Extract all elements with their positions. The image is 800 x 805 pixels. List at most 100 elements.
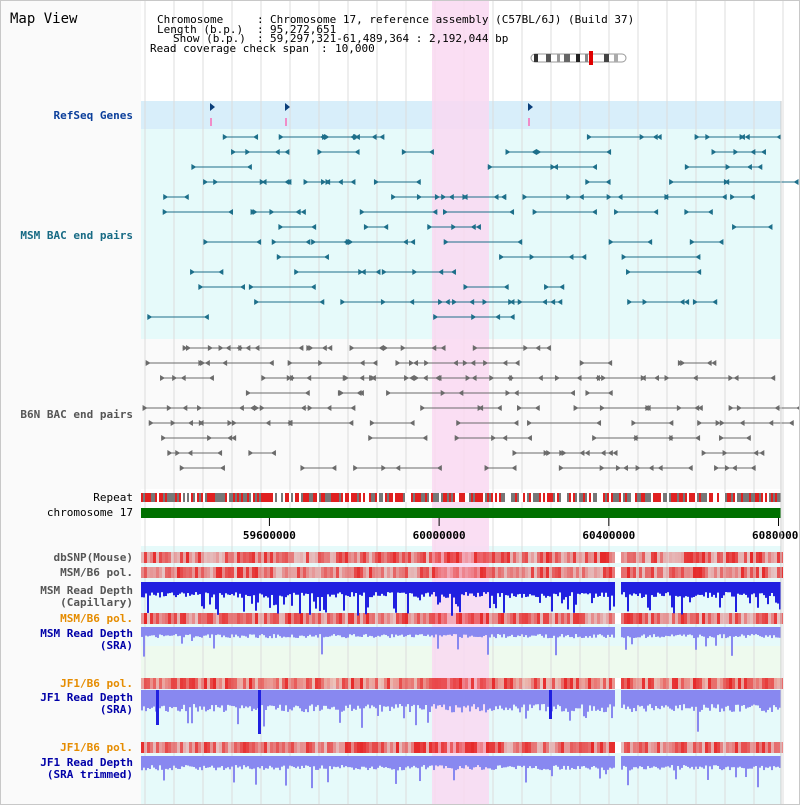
track-label-msm-depth-sra[interactable]: MSM Read Depth [40, 627, 133, 640]
msm-sra-depth-bar [773, 627, 775, 636]
dbsnp-strip [564, 552, 567, 563]
msm-sra-depth-bar [215, 627, 217, 636]
jf1-trimmed-depth-bar [587, 756, 589, 769]
msm-bac-pair-end [501, 194, 507, 200]
jf1-trimmed-depth-bar [543, 756, 545, 769]
track-label-jf1-depth-trimmed[interactable]: JF1 Read Depth [40, 756, 133, 769]
msm-capillary-depth-bar [207, 582, 209, 594]
jf1-trimmed-depth-bar [193, 756, 195, 768]
jf1-trimmed-depth-bar [557, 756, 559, 767]
dbsnp-strip [612, 552, 615, 563]
msm-sra-depth-bar [457, 627, 459, 650]
jf1-trimmed-depth-bar [579, 756, 581, 769]
jf1-sra-depth-bar [745, 690, 747, 709]
msm-b6-pol-strip [426, 567, 429, 578]
jf1-pol-strip-2 [297, 742, 300, 753]
track-label-msm-b6-pol-1[interactable]: MSM/B6 pol. [60, 566, 133, 579]
jf1-depth-spike [549, 690, 552, 719]
jf1-sra-depth-bar [669, 690, 671, 709]
jf1-pol-strip [558, 678, 561, 689]
track-label-refseq[interactable]: RefSeq Genes [53, 109, 133, 122]
msm-capillary-depth-bar [489, 582, 491, 609]
repeat-segment [777, 493, 779, 502]
jf1-trimmed-depth-bar [439, 756, 441, 766]
dbsnp-strip [486, 552, 489, 563]
track-label-msm-depth-capillary[interactable]: MSM Read Depth [40, 584, 133, 597]
msm-sra-depth-bar [483, 627, 485, 636]
msm-capillary-depth-bar [755, 582, 757, 598]
msm-capillary-depth-bar [437, 582, 439, 605]
jf1-trimmed-depth-bar [237, 756, 239, 768]
jf1-sra-depth-bar [403, 690, 405, 719]
track-label-chromosome[interactable]: chromosome 17 [46, 506, 133, 519]
dbsnp-strip [531, 552, 534, 563]
msm-sra-depth-bar [151, 627, 153, 636]
msm-b6-pol-strip-2 [582, 613, 585, 624]
b6n-bac-pair-end [645, 405, 651, 411]
msm-sra-depth-bar [689, 627, 691, 635]
track-label-jf1-pol-2[interactable]: JF1/B6 pol. [60, 741, 133, 754]
msm-sra-depth-bar [579, 627, 581, 637]
dbsnp-strip [774, 552, 777, 563]
jf1-pol-strip-2 [231, 742, 234, 753]
repeat-segment [161, 493, 163, 502]
b6n-bac-pair-end [300, 465, 306, 471]
b6n-bac-pair-end [607, 390, 613, 396]
msm-bac-pair-end [532, 209, 538, 215]
msm-b6-pol-strip-2 [315, 613, 318, 624]
msm-capillary-depth-bar [677, 582, 679, 597]
track-label-dbsnp[interactable]: dbSNP(Mouse) [53, 551, 133, 564]
msm-sra-depth-bar [249, 627, 251, 635]
jf1-sra-depth-bar [351, 690, 353, 711]
msm-b6-pol-strip [495, 567, 498, 578]
track-label-b6n-bac[interactable]: B6N BAC end pairs [20, 408, 133, 421]
track-label-msm-b6-pol-2[interactable]: MSM/B6 pol. [60, 612, 133, 625]
msm-capillary-depth-bar [633, 582, 635, 594]
jf1-pol-strip [243, 678, 246, 689]
jf1-sra-depth-bar [449, 690, 451, 707]
track-label-msm-bac[interactable]: MSM BAC end pairs [20, 229, 133, 242]
jf1-sra-depth-bar [245, 690, 247, 707]
repeat-segment [447, 493, 449, 502]
msm-bac-pair-end [614, 209, 620, 215]
msm-bac-pair-end [505, 149, 511, 155]
jf1-pol-strip [618, 678, 621, 689]
msm-b6-pol-strip-2 [699, 613, 702, 624]
msm-b6-pol-strip [552, 567, 555, 578]
jf1-pol-strip-2 [285, 742, 288, 753]
jf1-sra-depth-bar [225, 690, 227, 711]
msm-b6-pol-strip [504, 567, 507, 578]
msm-bac-pair-end [721, 194, 727, 200]
msm-capillary-depth-bar [473, 582, 475, 596]
jf1-pol-strip-2 [606, 742, 609, 753]
jf1-sra-depth-bar [701, 690, 703, 710]
jf1-pol-strip [438, 678, 441, 689]
track-label-jf1-depth-sra[interactable]: JF1 Read Depth [40, 691, 133, 704]
msm-b6-pol-strip [597, 567, 600, 578]
track-label-repeat[interactable]: Repeat [93, 491, 133, 504]
repeat-segment [353, 493, 355, 502]
b6n-bac-pair-end [512, 450, 518, 456]
jf1-pol-strip-2 [729, 742, 732, 753]
track-label-jf1-pol-1[interactable]: JF1/B6 pol. [60, 677, 133, 690]
msm-bac-pair-end [269, 209, 275, 215]
dbsnp-strip [768, 552, 771, 563]
jf1-trimmed-depth-bar [441, 756, 443, 766]
dbsnp-strip [327, 552, 330, 563]
jf1-trimmed-depth-bar [339, 756, 341, 769]
repeat-segment [719, 493, 721, 502]
jf1-pol-strip-2 [456, 742, 459, 753]
msm-b6-pol-strip-2 [447, 613, 450, 624]
jf1-pol-strip [672, 678, 675, 689]
repeat-segment [709, 493, 711, 502]
jf1-trimmed-depth-bar [645, 756, 647, 770]
msm-sra-depth-bar [469, 627, 471, 637]
repeat-segment [573, 493, 575, 502]
msm-b6-pol-strip-2 [180, 613, 183, 624]
repeat-segment [343, 493, 345, 502]
jf1-trimmed-depth-bar [239, 756, 241, 767]
jf1-pol-strip-2 [459, 742, 462, 753]
dbsnp-strip [615, 552, 618, 563]
repeat-segment [643, 493, 645, 502]
